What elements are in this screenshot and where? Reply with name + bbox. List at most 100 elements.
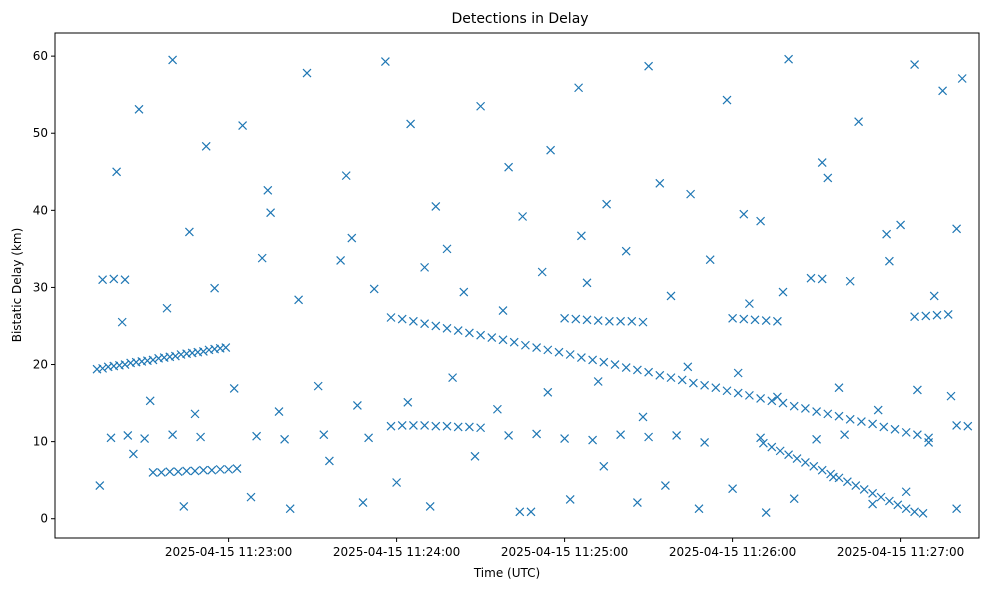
data-point — [890, 424, 900, 434]
data-point — [744, 299, 754, 309]
data-point — [302, 68, 312, 78]
data-point — [621, 246, 631, 256]
data-point — [957, 74, 967, 83]
data-point — [120, 275, 130, 285]
data-point — [560, 313, 570, 323]
data-point — [929, 291, 939, 301]
data-point — [884, 256, 894, 266]
data-point — [767, 442, 777, 452]
data-point — [582, 315, 592, 325]
data-point — [431, 421, 441, 431]
data-point — [912, 385, 922, 395]
data-point — [772, 316, 782, 326]
data-point — [688, 378, 698, 388]
data-point — [910, 312, 920, 322]
data-point — [543, 387, 553, 397]
data-point — [543, 345, 553, 355]
data-point — [246, 492, 256, 502]
data-point — [868, 419, 878, 429]
data-point — [408, 316, 418, 326]
data-point — [943, 309, 953, 319]
plot-frame — [54, 32, 980, 539]
data-point — [599, 461, 609, 471]
data-point — [134, 104, 144, 114]
data-point — [806, 273, 816, 283]
data-point — [604, 316, 614, 326]
data-point — [938, 86, 948, 96]
data-point — [252, 431, 262, 441]
data-point — [470, 451, 480, 461]
data-point — [593, 316, 603, 326]
data-point — [932, 310, 942, 320]
data-point — [224, 464, 234, 474]
y-tick-label: 40 — [33, 203, 48, 217]
data-point — [448, 373, 458, 383]
data-point — [162, 303, 172, 313]
data-point — [868, 499, 878, 509]
data-point — [476, 330, 486, 340]
data-point — [638, 317, 648, 327]
data-point — [733, 388, 743, 398]
data-point — [733, 368, 743, 378]
data-point — [896, 220, 906, 230]
x-tick-label: 2025-04-15 11:25:00 — [501, 545, 628, 559]
data-point — [565, 495, 575, 504]
data-point — [565, 350, 575, 359]
data-point — [644, 61, 654, 71]
data-point — [431, 321, 441, 331]
data-point — [812, 407, 822, 416]
data-point — [453, 422, 463, 432]
data-point — [95, 481, 105, 490]
data-point — [347, 233, 357, 243]
data-point — [856, 417, 866, 427]
data-point — [901, 487, 911, 497]
data-point — [170, 351, 180, 361]
data-point — [487, 333, 497, 342]
data-point — [817, 274, 827, 284]
data-point — [397, 421, 407, 430]
data-point — [554, 347, 564, 357]
data-point — [165, 467, 175, 477]
data-point — [644, 367, 654, 377]
data-point — [952, 504, 962, 514]
data-point — [828, 472, 838, 482]
data-point — [106, 433, 116, 443]
data-point — [431, 202, 441, 211]
data-point — [672, 431, 682, 440]
data-point — [884, 496, 894, 506]
data-point — [408, 421, 418, 430]
data-point — [901, 504, 911, 514]
data-point — [285, 504, 295, 514]
data-point — [809, 461, 819, 471]
data-point — [632, 498, 642, 507]
data-point — [397, 314, 407, 324]
data-point — [145, 396, 155, 406]
data-point — [476, 101, 486, 111]
data-point — [420, 262, 430, 272]
data-point — [778, 287, 788, 297]
data-point — [621, 363, 631, 373]
data-point — [420, 319, 430, 329]
data-point — [834, 383, 844, 393]
data-point — [767, 396, 777, 406]
data-point — [442, 323, 452, 333]
data-point — [380, 57, 390, 66]
data-point — [210, 283, 220, 293]
data-point — [700, 437, 710, 447]
y-tick-label: 30 — [33, 280, 48, 294]
data-point — [352, 400, 362, 410]
data-point — [179, 501, 189, 511]
data-point — [198, 465, 208, 475]
data-point — [859, 485, 869, 494]
data-point — [775, 446, 785, 456]
data-point — [756, 394, 766, 403]
data-point — [632, 365, 642, 375]
data-point — [784, 54, 794, 64]
data-point — [756, 433, 766, 443]
data-point — [910, 507, 920, 517]
data-point — [700, 380, 710, 390]
data-point — [392, 478, 402, 487]
data-point — [666, 291, 676, 301]
data-point — [686, 189, 696, 199]
